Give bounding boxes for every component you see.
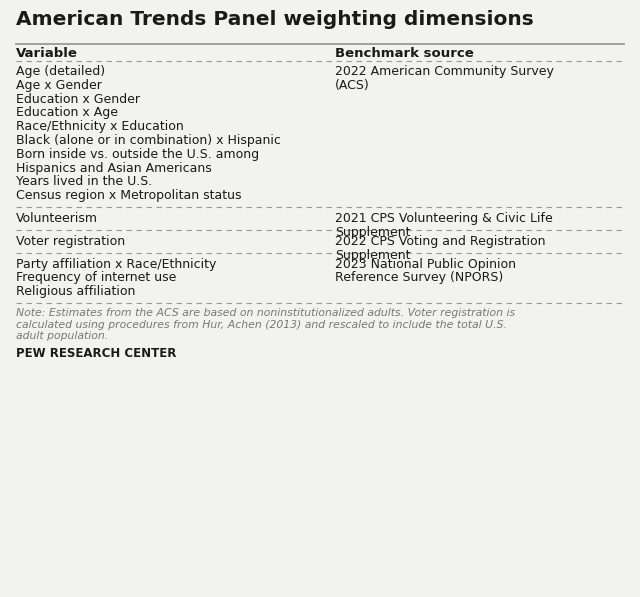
Text: adult population.: adult population. xyxy=(16,331,108,341)
Text: 2021 CPS Volunteering & Civic Life: 2021 CPS Volunteering & Civic Life xyxy=(335,212,553,225)
Text: 2023 National Public Opinion: 2023 National Public Opinion xyxy=(335,257,516,270)
Text: Supplement: Supplement xyxy=(335,248,410,261)
Text: Years lived in the U.S.: Years lived in the U.S. xyxy=(16,176,152,189)
Text: 2022 CPS Voting and Registration: 2022 CPS Voting and Registration xyxy=(335,235,545,248)
Text: Benchmark source: Benchmark source xyxy=(335,47,474,60)
Text: Race/Ethnicity x Education: Race/Ethnicity x Education xyxy=(16,120,184,133)
Text: Education x Gender: Education x Gender xyxy=(16,93,140,106)
Text: calculated using procedures from Hur, Achen (2013) and rescaled to include the t: calculated using procedures from Hur, Ac… xyxy=(16,319,507,330)
Text: Black (alone or in combination) x Hispanic: Black (alone or in combination) x Hispan… xyxy=(16,134,281,147)
Text: Volunteerism: Volunteerism xyxy=(16,212,98,225)
Text: PEW RESEARCH CENTER: PEW RESEARCH CENTER xyxy=(16,346,177,359)
Text: Note: Estimates from the ACS are based on noninstitutionalized adults. Voter reg: Note: Estimates from the ACS are based o… xyxy=(16,308,515,318)
Text: 2022 American Community Survey: 2022 American Community Survey xyxy=(335,65,554,78)
Text: Supplement: Supplement xyxy=(335,226,410,239)
Text: Variable: Variable xyxy=(16,47,78,60)
Text: American Trends Panel weighting dimensions: American Trends Panel weighting dimensio… xyxy=(16,10,534,29)
Text: Party affiliation x Race/Ethnicity: Party affiliation x Race/Ethnicity xyxy=(16,257,216,270)
Text: Religious affiliation: Religious affiliation xyxy=(16,285,136,298)
Text: Hispanics and Asian Americans: Hispanics and Asian Americans xyxy=(16,162,212,174)
Text: Frequency of internet use: Frequency of internet use xyxy=(16,272,177,284)
Text: Age (detailed): Age (detailed) xyxy=(16,65,105,78)
Text: Census region x Metropolitan status: Census region x Metropolitan status xyxy=(16,189,241,202)
Text: Voter registration: Voter registration xyxy=(16,235,125,248)
Text: Education x Age: Education x Age xyxy=(16,106,118,119)
Text: Age x Gender: Age x Gender xyxy=(16,79,102,92)
Text: Born inside vs. outside the U.S. among: Born inside vs. outside the U.S. among xyxy=(16,148,259,161)
Text: (ACS): (ACS) xyxy=(335,79,370,92)
Text: Reference Survey (NPORS): Reference Survey (NPORS) xyxy=(335,272,503,284)
